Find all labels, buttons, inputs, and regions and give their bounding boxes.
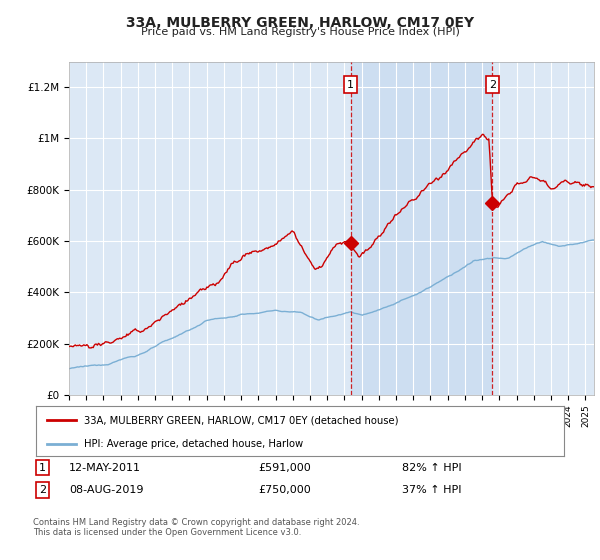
Text: HPI: Average price, detached house, Harlow: HPI: Average price, detached house, Harl… bbox=[83, 439, 302, 449]
Text: 1: 1 bbox=[39, 463, 46, 473]
Text: £750,000: £750,000 bbox=[258, 485, 311, 495]
Text: 2: 2 bbox=[489, 80, 496, 90]
Text: 08-AUG-2019: 08-AUG-2019 bbox=[69, 485, 143, 495]
Text: 2: 2 bbox=[39, 485, 46, 495]
Text: Contains HM Land Registry data © Crown copyright and database right 2024.
This d: Contains HM Land Registry data © Crown c… bbox=[33, 518, 359, 538]
Text: Price paid vs. HM Land Registry's House Price Index (HPI): Price paid vs. HM Land Registry's House … bbox=[140, 27, 460, 37]
Text: 1: 1 bbox=[347, 80, 354, 90]
Text: 12-MAY-2011: 12-MAY-2011 bbox=[69, 463, 141, 473]
Text: 82% ↑ HPI: 82% ↑ HPI bbox=[402, 463, 461, 473]
Text: 33A, MULBERRY GREEN, HARLOW, CM17 0EY (detached house): 33A, MULBERRY GREEN, HARLOW, CM17 0EY (d… bbox=[83, 415, 398, 425]
Bar bbox=[350, 62, 493, 395]
Text: 33A, MULBERRY GREEN, HARLOW, CM17 0EY: 33A, MULBERRY GREEN, HARLOW, CM17 0EY bbox=[126, 16, 474, 30]
Text: 37% ↑ HPI: 37% ↑ HPI bbox=[402, 485, 461, 495]
Text: £591,000: £591,000 bbox=[258, 463, 311, 473]
